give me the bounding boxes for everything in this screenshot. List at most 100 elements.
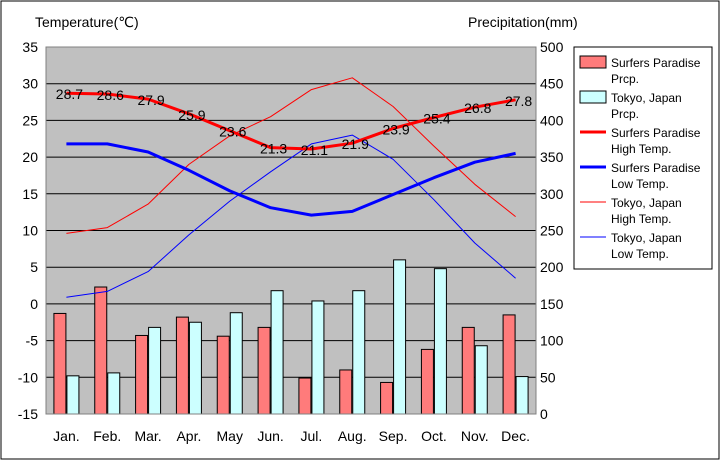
x-tick-label: Feb. [93,428,121,444]
high-temp-data-label: 26.8 [464,100,491,116]
high-temp-data-label: 23.9 [382,121,409,137]
high-temp-data-label: 27.9 [137,92,164,108]
left-tick-label: 30 [22,76,38,92]
temperature-lines [66,77,516,298]
legend-label-tokyo-japan-prcp: Tokyo, Japan [611,91,682,105]
x-tick-label: Sep. [379,428,408,444]
left-tick-label: -10 [18,369,38,385]
x-tick-label: Oct. [421,428,447,444]
tokyo-japan-high-temp-line [66,77,516,234]
high-temp-data-label: 25.4 [423,110,450,126]
surfers-paradise-precip-bar [339,369,353,415]
left-tick-label: 25 [22,112,38,128]
legend-box [573,46,713,270]
right-tick-label: 150 [540,296,564,312]
surfers-paradise-precip-bar [216,335,230,415]
legend: Surfers Paradise Prcp. Tokyo, Japan Prcp. Su… [579,55,701,261]
legend-sublabel-surfers-paradise-low-temp: Low Temp. [611,177,669,191]
legend-swatch-tokyo-japan-prcp [579,90,607,104]
x-tick-label: Jun. [257,428,283,444]
x-tick-label: Mar. [134,428,161,444]
legend-label-surfers-paradise-high-temp: Surfers Paradise [611,126,701,140]
left-tick-label: -5 [26,333,39,349]
tokyo-japan-precip-bar [188,321,202,415]
x-tick-label: Apr. [176,428,201,444]
surfers-paradise-precip-bar [257,326,271,415]
x-tick-label: Aug. [338,428,367,444]
surfers-paradise-precip-bar [175,316,189,415]
tokyo-japan-precip-bar [148,326,162,415]
tokyo-japan-precip-bar [352,290,366,415]
surfers-paradise-high-temp-line [66,91,516,151]
right-tick-label: 250 [540,223,564,239]
high-temp-data-label: 21.3 [260,141,287,157]
legend-sublabel-tokyo-japan-high-temp: High Temp. [611,212,671,226]
left-tick-label: 35 [22,39,38,55]
high-temp-data-label: 25.9 [178,107,205,123]
surfers-paradise-precip-bar [502,314,516,415]
surfers-paradise-precip-bar [461,326,475,415]
high-temp-data-label: 21.1 [301,142,328,158]
left-tick-label: -15 [18,406,38,422]
x-tick-label: Dec. [501,428,530,444]
high-temp-data-label: 21.9 [342,136,369,152]
surfers-paradise-precip-bar [420,348,434,415]
left-tick-label: 15 [22,186,38,202]
tokyo-japan-precip-bar [107,372,121,415]
left-tick-label: 0 [30,296,38,312]
tokyo-japan-precip-bar [393,259,407,415]
right-tick-label: 300 [540,186,564,202]
right-tick-label: 400 [540,112,564,128]
right-tick-label: 500 [540,39,564,55]
right-tick-label: 450 [540,76,564,92]
surfers-paradise-precip-bar [380,381,394,415]
tokyo-japan-low-temp-line [66,134,516,298]
left-tick-label: 20 [22,149,38,165]
plot-border [45,46,537,415]
legend-sublabel-tokyo-japan-low-temp: Low Temp. [611,247,669,261]
precipitation-bars [53,259,529,415]
x-tick-label: May [217,428,243,444]
x-tick-label: Jul. [301,428,323,444]
surfers-paradise-precip-bar [298,377,312,415]
x-tick-label: Jan. [53,428,79,444]
legend-swatch-surfers-paradise-prcp [579,55,607,69]
tokyo-japan-precip-bar [229,312,243,415]
right-axis-title: Precipitation(mm) [468,14,578,30]
axes: -15-10-505101520253035050100150200250300… [18,39,564,444]
legend-label-tokyo-japan-high-temp: Tokyo, Japan [611,196,682,210]
right-tick-label: 50 [540,369,556,385]
surfers-paradise-low-temp-line [66,142,516,217]
data-labels: 28.7 28.6 27.9 25.9 23.6 21.3 21.1 21.9 23.9 25.4… [56,86,533,158]
left-tick-label: 10 [22,223,38,239]
grid-lines [46,83,536,378]
surfers-paradise-precip-bar [94,286,108,415]
right-tick-label: 350 [540,149,564,165]
left-axis-title: Temperature(℃) [35,14,139,30]
high-temp-data-label: 23.6 [219,124,246,140]
legend-sublabel-surfers-paradise-high-temp: High Temp. [611,142,671,156]
right-tick-label: 200 [540,259,564,275]
right-tick-label: 0 [540,406,548,422]
high-temp-data-label: 28.6 [97,87,124,103]
high-temp-data-label: 28.7 [56,86,83,102]
tokyo-japan-precip-bar [433,268,447,415]
high-temp-data-label: 27.8 [505,93,532,109]
tokyo-japan-precip-bar [311,300,325,415]
legend-sublabel-tokyo-japan-prcp: Prcp. [611,107,639,121]
tokyo-japan-precip-bar [270,290,284,415]
legend-label-surfers-paradise-low-temp: Surfers Paradise [611,161,701,175]
legend-label-surfers-paradise-prcp: Surfers Paradise [611,56,701,70]
legend-label-tokyo-japan-low-temp: Tokyo, Japan [611,231,682,245]
surfers-paradise-precip-bar [135,334,149,415]
x-tick-label: Nov. [461,428,489,444]
tokyo-japan-precip-bar [474,345,488,415]
left-tick-label: 5 [30,259,38,275]
legend-sublabel-surfers-paradise-prcp: Prcp. [611,72,639,86]
tokyo-japan-precip-bar [66,375,80,415]
tokyo-japan-precip-bar [515,376,529,415]
surfers-paradise-precip-bar [53,312,67,415]
right-tick-label: 100 [540,333,564,349]
